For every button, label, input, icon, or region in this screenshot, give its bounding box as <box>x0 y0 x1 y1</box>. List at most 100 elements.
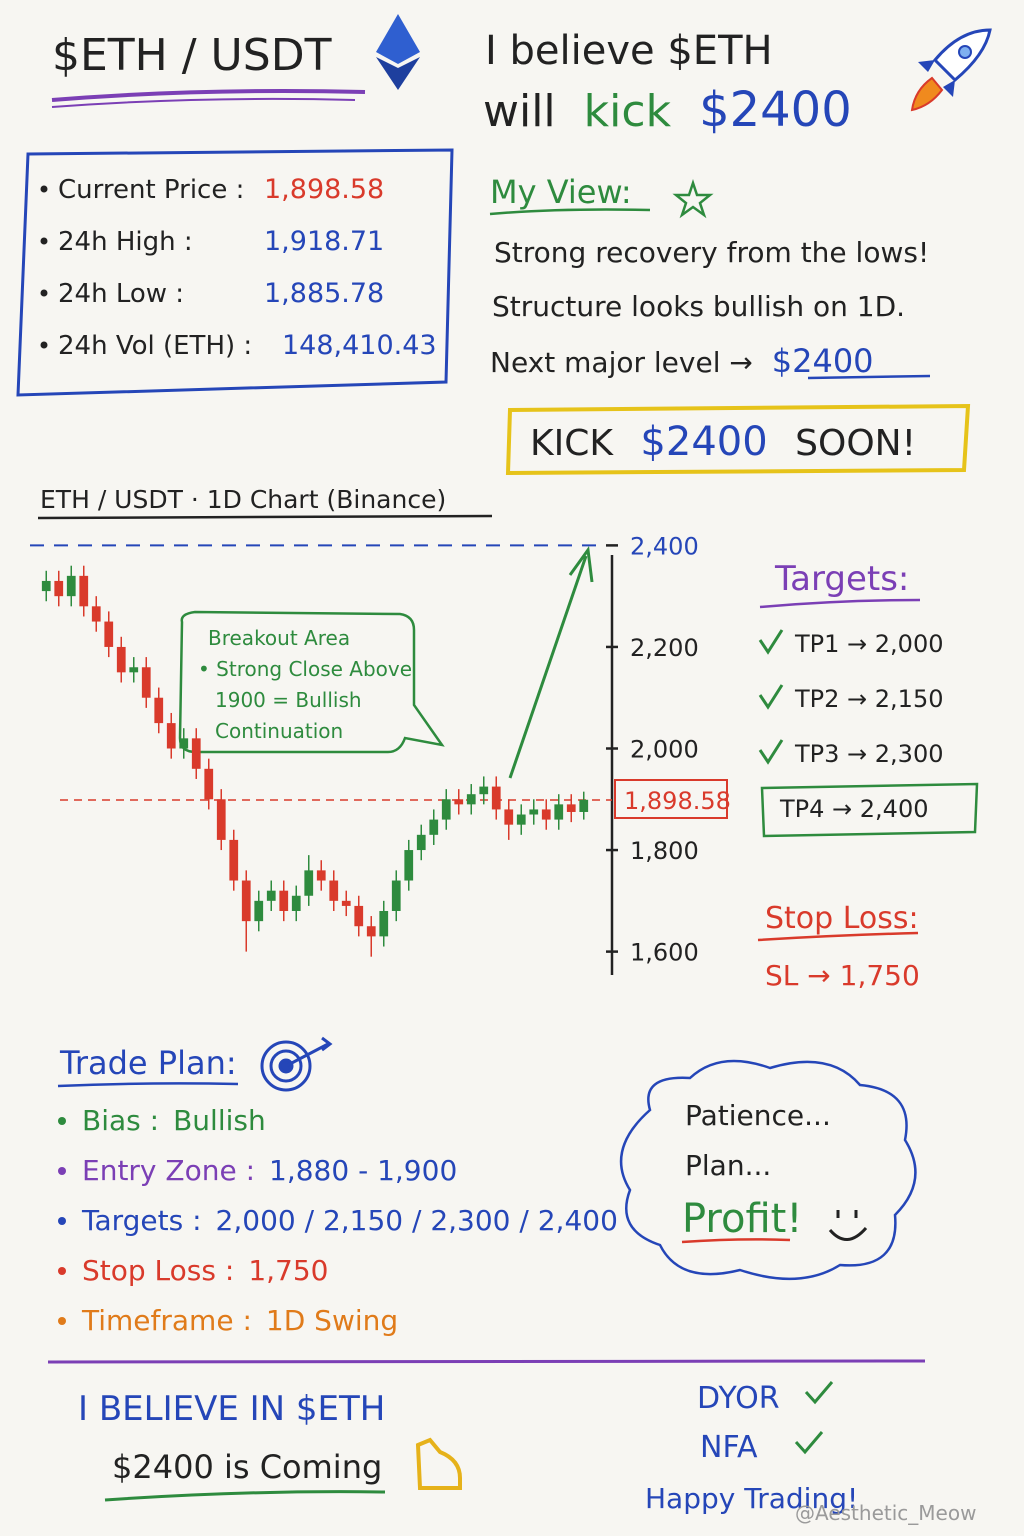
stat-value: 148,410.43 <box>282 330 437 361</box>
callout-line: Continuation <box>215 719 343 743</box>
candle-body <box>379 910 389 937</box>
candle-body <box>154 697 164 724</box>
check-icon <box>794 1431 824 1455</box>
chart: 1,600 1,800 2,000 2,200 2,400 1,898.58 Breakou… <box>30 532 731 975</box>
view-line: Strong recovery from the lows! <box>494 236 929 269</box>
plan-item: Bias : Bullish <box>82 1104 266 1137</box>
y-tick-label: 1,600 <box>630 939 699 967</box>
price-label-box <box>614 778 728 819</box>
candle-body <box>129 667 139 673</box>
cloud <box>619 1059 917 1281</box>
candle-body <box>454 799 464 805</box>
candle-body <box>579 799 589 812</box>
banner-target: $2400 <box>640 419 767 465</box>
candle-body <box>266 890 276 901</box>
callout-line: • Strong Close Above <box>198 657 412 681</box>
view-next-label: Next major level → <box>490 346 753 379</box>
targets: TP1 → 2,000 TP2 → 2,150 TP3 → 2,300 TP4 → 2… <box>758 629 943 823</box>
bullet <box>58 1167 66 1175</box>
plan-value: 1D Swing <box>266 1304 398 1337</box>
footer-coming: $2400 is Coming <box>112 1448 382 1486</box>
candle-body <box>254 900 264 922</box>
stats: Current Price : 1,898.58 24h High : 1,918.7… <box>40 174 437 361</box>
footer-believe: I BELIEVE IN $ETH <box>78 1389 385 1429</box>
banner-soon: SOON! <box>795 423 916 464</box>
trade-plan-title: Trade Plan: <box>59 1044 237 1082</box>
candle-body <box>441 799 451 820</box>
plan-value: 2,000 / 2,150 / 2,300 / 2,400 <box>216 1204 618 1237</box>
stat-value: 1,885.78 <box>264 278 384 309</box>
bullet <box>40 237 48 245</box>
bullet <box>58 1117 66 1125</box>
stat-label: 24h Low : <box>58 279 184 309</box>
stat-value: 1,918.71 <box>264 226 384 257</box>
targets-underline <box>759 598 921 609</box>
candle-body <box>554 804 564 820</box>
candle-body <box>541 809 551 820</box>
bullet <box>40 289 48 297</box>
y-tick-label: 2,400 <box>630 532 699 560</box>
bullet <box>40 341 48 349</box>
flex-icon <box>415 1437 462 1490</box>
target-item: TP4 → 2,400 <box>779 795 928 823</box>
candle-body <box>79 575 89 607</box>
targets-title: Targets: <box>774 559 909 599</box>
candle-body <box>66 575 76 597</box>
candle-body <box>141 667 151 698</box>
smiley <box>828 1210 868 1241</box>
candle-body <box>291 895 301 911</box>
belief-line: will kick $2400 <box>483 82 852 138</box>
candle-body <box>191 738 201 769</box>
bullet <box>40 185 48 193</box>
banner-text: KICK $2400 SOON! <box>530 419 916 465</box>
candle-body <box>229 839 239 881</box>
footer-dyor: DYOR <box>697 1381 780 1416</box>
trade-plan-underline <box>57 1082 239 1088</box>
stop-loss-title: Stop Loss: <box>765 901 919 936</box>
cloud-line: Plan... <box>685 1149 771 1182</box>
callout-bubble <box>178 610 445 754</box>
cloud-profit: Profit! <box>682 1196 802 1242</box>
plan-item: Targets : 2,000 / 2,150 / 2,300 / 2,400 <box>81 1204 618 1237</box>
belief-word: will <box>483 86 556 137</box>
candle-body <box>479 786 489 795</box>
divider <box>47 1359 926 1364</box>
view-line: Next major level → $2400 <box>490 342 874 380</box>
candle-body <box>504 809 514 825</box>
candle-body <box>204 768 214 800</box>
candle-body <box>304 870 314 896</box>
cloud-line: Patience... <box>685 1099 831 1132</box>
callout-line: Breakout Area <box>208 626 350 650</box>
y-tick-label: 1,800 <box>630 837 699 865</box>
view-underline <box>489 208 651 216</box>
candle-body <box>491 786 501 810</box>
candle-body <box>241 880 251 922</box>
stat-value: 1,898.58 <box>264 174 384 205</box>
plan-label: Timeframe : <box>81 1304 252 1337</box>
view-title: My View: <box>490 173 632 211</box>
chart-title-underline <box>37 514 493 520</box>
candle-body <box>179 738 189 749</box>
plan-value: Bullish <box>173 1104 266 1137</box>
check-icon <box>758 739 784 765</box>
breakout-arrow-head <box>568 546 594 583</box>
plan-label: Bias : <box>82 1104 159 1137</box>
candle-body <box>91 606 101 622</box>
trade-plan: Bias : Bullish Entry Zone : 1,880 - 1,900 Ta… <box>58 1104 618 1337</box>
plan-label: Stop Loss : <box>82 1254 234 1287</box>
check-icon <box>804 1381 834 1405</box>
eth-icon <box>376 14 420 64</box>
candle-body <box>516 814 526 825</box>
candle-body <box>279 890 289 911</box>
y-tick-label: 2,200 <box>630 634 699 662</box>
footer-nfa: NFA <box>700 1430 758 1465</box>
stats-box <box>16 148 454 397</box>
chart-title: ETH / USDT · 1D Chart (Binance) <box>40 485 446 514</box>
footer-underline <box>104 1490 386 1502</box>
candle-body <box>41 580 51 592</box>
plan-value: 1,880 - 1,900 <box>269 1154 457 1187</box>
view-line: Structure looks bullish on 1D. <box>492 290 905 323</box>
price-label: 1,898.58 <box>624 787 731 815</box>
